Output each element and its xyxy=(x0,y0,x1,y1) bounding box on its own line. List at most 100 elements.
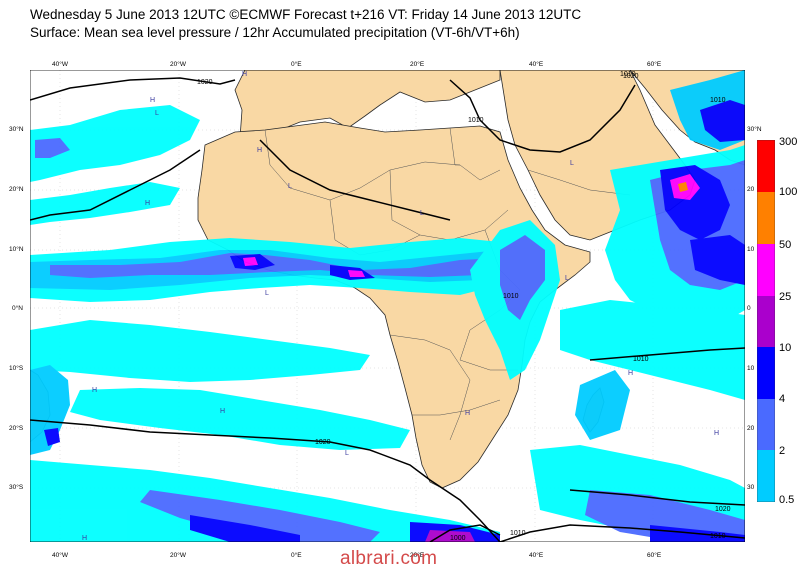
high-marker-7: H xyxy=(465,410,470,417)
isobar-1010-central xyxy=(259,139,451,221)
colorbar-label-0-5: 0.5 xyxy=(779,494,795,506)
right-lat-label-20s: 20 xyxy=(747,425,755,432)
high-marker-8: H xyxy=(82,535,87,542)
precip-north-atlantic-2 xyxy=(30,182,180,225)
lon-label-0e-top: 0°E xyxy=(291,61,302,68)
precip-brazil-heavy xyxy=(44,428,60,446)
precip-brazil xyxy=(30,365,70,455)
isobar-1010-south xyxy=(499,524,745,542)
pressure-markers: H H L H L H L L H H H L H L H H L xyxy=(82,71,719,542)
lat-label-30s: 30°S xyxy=(9,484,24,491)
low-marker-1: L xyxy=(155,110,159,117)
high-marker-10: H xyxy=(714,430,719,437)
isobar-label-10: 1020 xyxy=(623,73,639,80)
lat-label-10n: 10°N xyxy=(9,246,24,253)
high-marker-9: H xyxy=(628,370,633,377)
lat-label-30n: 30°N xyxy=(9,126,24,133)
isobar-1020-west xyxy=(30,149,201,221)
lon-label-20w-bottom: 20°W xyxy=(170,552,186,559)
isobar-label-6: 1010 xyxy=(633,356,649,363)
right-lat-label-30n: 30°N xyxy=(747,126,762,133)
colorbar-2 xyxy=(757,450,775,502)
precip-madagascar xyxy=(575,370,630,440)
isobar-1010-north xyxy=(449,79,636,153)
precip-colorbar xyxy=(757,140,775,502)
low-marker-3: L xyxy=(420,210,424,217)
lon-label-60e-bottom: 60°E xyxy=(647,552,662,559)
right-lat-label-30s: 30 xyxy=(747,484,755,491)
isobar-1020-north xyxy=(30,77,236,101)
isobar-label-2: 1010 xyxy=(468,117,484,124)
isobar-label-11: 1010 xyxy=(710,97,726,104)
lat-label-0n: 0°N xyxy=(12,305,23,312)
precip-north-atlantic-3 xyxy=(35,138,70,158)
precip-south-atlantic-heavy xyxy=(190,515,500,542)
isobar-labels: 1020 1010 1010 1020 1020 1010 1000 1010 … xyxy=(197,71,731,542)
colorbar-25 xyxy=(757,296,775,347)
precip-itcz-heavy xyxy=(50,253,515,278)
right-lat-label-0: 0 xyxy=(747,305,751,312)
isobars xyxy=(30,77,745,542)
colorbar-label-300: 300 xyxy=(779,136,798,148)
lon-label-0e-bottom: 0°E xyxy=(291,552,302,559)
colorbar-label-50: 50 xyxy=(779,239,792,251)
lon-label-60e-top: 60°E xyxy=(647,61,662,68)
isobar-label-8: 1010 xyxy=(510,530,526,537)
colorbar-300 xyxy=(757,140,775,192)
right-lat-label-20: 20 xyxy=(747,186,755,193)
isobar-label-3: 1010 xyxy=(503,293,519,300)
precip-east-africa-mid xyxy=(500,235,545,320)
isobar-1010-east xyxy=(589,347,745,361)
isobar-label-9: 1010 xyxy=(710,533,726,540)
isobar-1000-south xyxy=(429,524,501,542)
colorbar-label-25: 25 xyxy=(779,291,792,303)
lat-label-20n: 20°N xyxy=(9,186,24,193)
forecast-map: 1020 1010 1010 1020 1020 1010 1000 1010 … xyxy=(30,70,745,542)
colorbar-4 xyxy=(757,399,775,450)
low-marker-7: L xyxy=(570,160,574,167)
colorbar-label-2: 2 xyxy=(779,445,786,457)
low-marker-6: L xyxy=(565,275,569,282)
isobar-1020-east xyxy=(569,489,745,506)
lon-label-40e-top: 40°E xyxy=(529,61,544,68)
precip-south-atlantic-peak xyxy=(425,530,475,542)
lon-label-40w-top: 40°W xyxy=(52,61,68,68)
precip-cyclone-center xyxy=(678,182,688,192)
low-marker-4: L xyxy=(265,290,269,297)
precip-south-atlantic xyxy=(30,320,370,382)
isobar-label-12: 1010 xyxy=(620,71,636,78)
precip-south-indian-mid xyxy=(585,490,745,542)
high-marker-1: H xyxy=(242,71,247,78)
lon-label-40e-bottom: 40°E xyxy=(529,552,544,559)
low-marker-2: L xyxy=(288,183,292,190)
precip-south-atlantic-3 xyxy=(30,460,500,542)
lat-label-10s: 10°S xyxy=(9,365,24,372)
lat-label-20s: 20°S xyxy=(9,425,24,432)
lon-label-20e-top: 20°E xyxy=(410,61,425,68)
watermark-credit[interactable]: albrari.com xyxy=(340,548,438,569)
isobar-label-5: 1020 xyxy=(715,506,731,513)
isobar-label-4: 1020 xyxy=(315,439,331,446)
colorbar-10 xyxy=(757,347,775,399)
high-marker-5: H xyxy=(92,387,97,394)
right-lat-label-10s: 10 xyxy=(747,365,755,372)
precip-gulf-heavy xyxy=(700,100,745,142)
isobar-label-7: 1000 xyxy=(450,535,466,542)
isobar-1020-south xyxy=(30,419,501,542)
precip-south-atlantic-2 xyxy=(70,388,410,450)
high-marker-3: H xyxy=(257,147,262,154)
title-line-2: Surface: Mean sea level pressure / 12hr … xyxy=(30,25,520,40)
high-marker-2: H xyxy=(150,97,155,104)
precip-north-atlantic xyxy=(30,105,200,182)
lon-label-20w-top: 20°W xyxy=(170,61,186,68)
precipitation xyxy=(30,70,745,542)
colorbar-label-100: 100 xyxy=(779,186,798,198)
precip-south-indian xyxy=(560,300,745,400)
colorbar-label-4: 4 xyxy=(779,393,786,405)
low-marker-5: L xyxy=(345,450,349,457)
high-marker-6: H xyxy=(220,408,225,415)
colorbar-100 xyxy=(757,192,775,244)
precip-south-atlantic-mid xyxy=(140,490,380,542)
title-line-1: Wednesday 5 June 2013 12UTC ©ECMWF Forec… xyxy=(30,7,582,22)
right-lat-label-10: 10 xyxy=(747,246,755,253)
